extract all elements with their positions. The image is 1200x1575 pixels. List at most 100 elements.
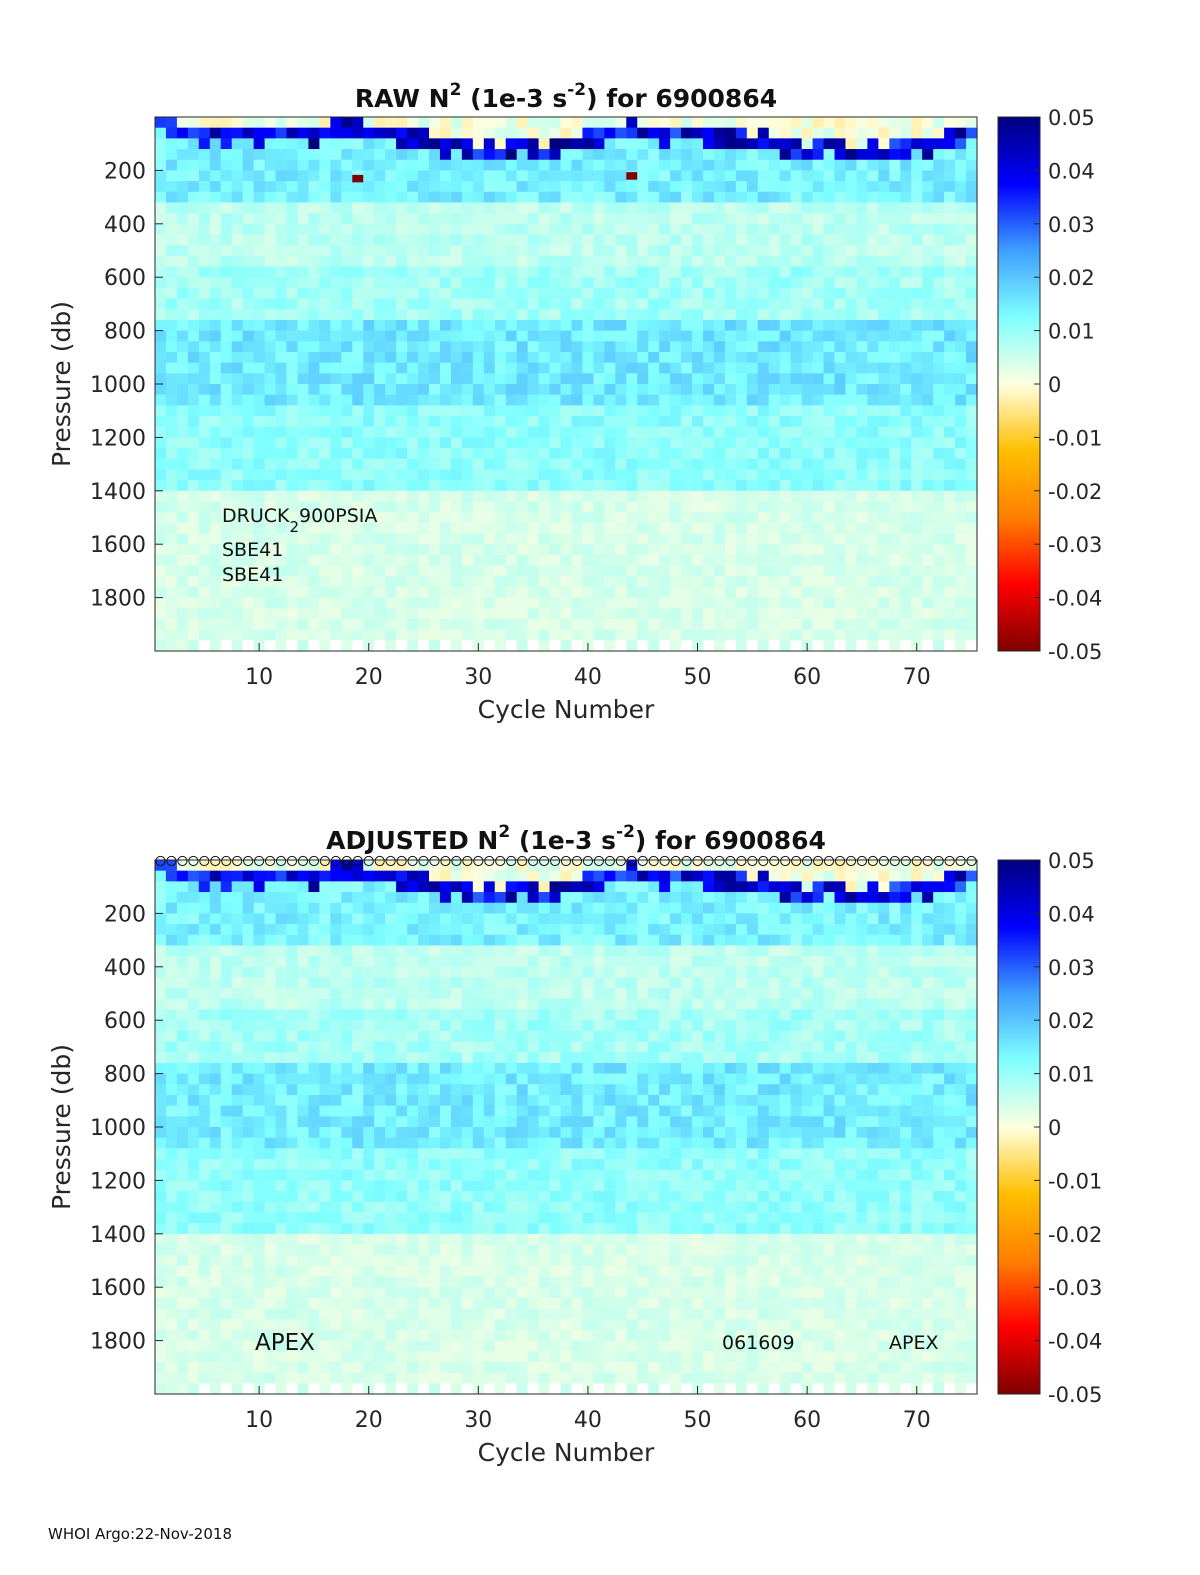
heatmap-cell [911,469,923,481]
heatmap-cell [582,618,594,631]
heatmap-cell [198,149,211,161]
heatmap-cell [889,330,901,342]
heatmap-cell [374,373,386,385]
heatmap-cell [911,266,923,278]
heatmap-cell [209,977,222,989]
heatmap-cell [220,287,233,300]
heatmap-cell [812,213,825,225]
heatmap-cell [165,597,178,609]
heatmap-cell [494,554,507,567]
heatmap-cell [176,544,189,556]
heatmap-cell [165,1308,178,1320]
heatmap-cell [319,576,331,588]
heatmap-cell [155,458,167,471]
heatmap-cell [801,437,814,449]
heatmap-cell [352,138,364,150]
heatmap-cell [297,1276,310,1288]
heatmap-cell [352,554,364,567]
heatmap-cell [374,330,386,342]
heatmap-cell [308,913,320,925]
heatmap-cell [286,1073,299,1085]
heatmap-cell [966,533,978,545]
heatmap-cell [637,330,649,342]
heatmap-cell [439,522,452,535]
heatmap-cell [560,362,573,374]
heatmap-cell [900,234,912,246]
heatmap-cell [231,298,244,310]
heatmap-cell [264,426,277,438]
heatmap-cell [319,1276,331,1288]
heatmap-cell [516,608,529,620]
heatmap-cell [878,149,890,161]
heatmap-cell [352,266,364,278]
heatmap-cell [933,405,945,417]
heatmap-cell [407,892,419,904]
heatmap-cell [779,384,792,396]
heatmap-cell [768,629,781,641]
heatmap-cell [264,287,277,300]
heatmap-cell [176,266,189,278]
heatmap-cell [626,255,638,268]
heatmap-cell [363,127,375,139]
heatmap-cell [659,202,671,214]
heatmap-cell [429,629,441,641]
heatmap-cell [472,458,485,471]
heatmap-cell [242,554,255,567]
heatmap-cell [363,913,375,925]
heatmap-cell [746,640,759,652]
heatmap-cell [681,437,693,449]
heatmap-cell [768,522,781,535]
heatmap-cell [878,512,890,524]
heatmap-cell [713,277,726,289]
heatmap-cell [187,913,200,925]
heatmap-cell [911,533,923,545]
heatmap-cell [264,640,277,652]
heatmap-cell [724,554,737,567]
heatmap-cell [429,458,441,471]
heatmap-cell [363,1308,375,1320]
heatmap-cell [571,298,584,310]
heatmap-cell [604,618,616,631]
heatmap-cell [538,458,551,471]
heatmap-cell [439,597,452,609]
heatmap-cell [220,1073,233,1085]
heatmap-cell [352,956,364,968]
heatmap-cell [231,117,244,129]
heatmap-cell [264,362,277,374]
heatmap-cell [297,913,310,925]
heatmap-cell [560,127,573,139]
heatmap-cell [330,640,342,652]
heatmap-cell [165,934,178,947]
heatmap-cell [341,924,353,936]
y-tick-label: 600 [104,266,146,291]
heatmap-cell [790,245,803,257]
heatmap-cell [297,181,310,193]
heatmap-cell [253,533,266,545]
heatmap-cell [966,266,978,278]
heatmap-cell [538,341,551,353]
heatmap-cell [220,309,233,321]
heatmap-cell [176,1287,189,1299]
heatmap-cell [724,245,737,257]
heatmap-cell [911,223,923,236]
heatmap-cell [593,309,605,321]
heatmap-cell [823,298,836,310]
heatmap-cell [429,469,441,481]
heatmap-cell [341,1319,353,1331]
heatmap-cell [155,1223,167,1235]
heatmap-cell [856,501,868,513]
heatmap-cell [220,1212,233,1224]
heatmap-cell [297,618,310,631]
heatmap-cell [341,1308,353,1320]
heatmap-cell [429,245,441,257]
heatmap-cell [165,1169,178,1181]
chart-title: RAW N2 (1e-3 s-2) for 6900864 [355,80,777,113]
heatmap-cell [439,127,452,139]
colorbar-tick-label: 0.05 [1048,106,1095,130]
heatmap-cell [363,480,375,492]
heatmap-cell [703,458,715,471]
heatmap-cell [330,448,342,460]
heatmap-cell [264,1137,277,1149]
heatmap-cell [494,618,507,631]
heatmap-cell [253,469,266,481]
